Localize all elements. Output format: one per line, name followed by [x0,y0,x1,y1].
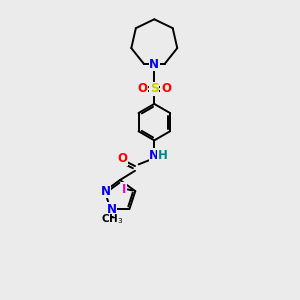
Text: O: O [161,82,171,95]
Text: S: S [150,82,159,95]
Text: I: I [122,183,126,196]
Text: H: H [158,149,167,162]
Text: O: O [117,152,127,165]
Text: CH$_3$: CH$_3$ [101,212,124,226]
Text: O: O [137,82,148,95]
Text: N: N [106,202,117,216]
Text: N: N [149,58,159,70]
Text: N: N [101,184,111,198]
Text: N: N [149,149,159,162]
